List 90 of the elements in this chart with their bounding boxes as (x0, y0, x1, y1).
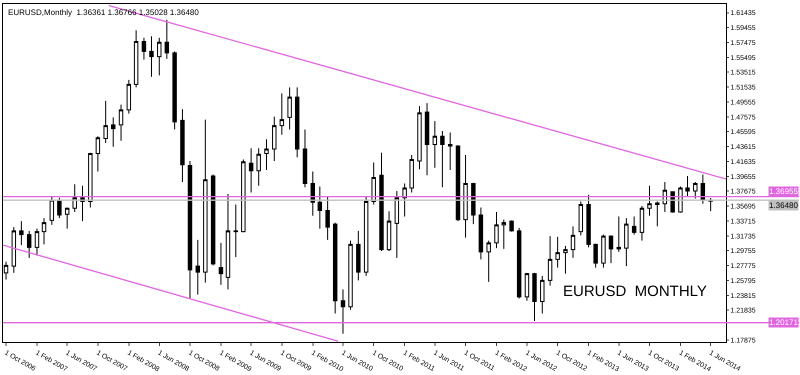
candlestick (272, 116, 277, 162)
candlestick (555, 236, 560, 268)
candlestick (332, 222, 338, 314)
candlestick (188, 160, 192, 299)
candlestick (616, 216, 622, 252)
candlestick (12, 226, 16, 274)
candlestick (196, 239, 200, 296)
candlestick (700, 174, 706, 204)
candlestick (640, 206, 644, 242)
candlestick (226, 194, 230, 290)
candlestick (548, 236, 552, 286)
candlestick (34, 228, 40, 256)
candlestick (478, 207, 484, 260)
candlestick (280, 92, 284, 136)
candlestick (302, 128, 308, 188)
candlestick (294, 86, 300, 158)
candlestick (509, 220, 514, 232)
candlestick (463, 154, 468, 238)
candlestick (486, 240, 491, 282)
candlestick (50, 196, 54, 226)
candlestick (134, 30, 138, 88)
candlestick (241, 158, 246, 233)
candlestick (402, 183, 407, 218)
candlestick (693, 182, 698, 200)
candlestick (348, 240, 353, 310)
candlestick (364, 196, 368, 276)
annotation: EURUSD MONTHLY (563, 283, 707, 300)
candlestick (647, 185, 652, 216)
candlestick (593, 243, 598, 268)
candlestick (111, 116, 116, 148)
candlestick (356, 230, 361, 281)
candlestick (142, 37, 146, 60)
ref-line-label: 1.36955 (769, 187, 798, 196)
candlestick (394, 190, 400, 258)
candlestick (371, 162, 376, 206)
ref-line-label: 1.20171 (769, 318, 798, 327)
candlestick (570, 226, 576, 258)
candlestick (42, 218, 46, 245)
candlestick (379, 152, 384, 252)
candlestick (624, 218, 629, 267)
candlestick (685, 176, 690, 197)
candlestick (88, 152, 93, 208)
candlestick (218, 242, 224, 286)
candlestick (578, 201, 584, 236)
candlestick (64, 207, 70, 230)
candlestick (318, 186, 322, 230)
candlestick (287, 86, 292, 130)
candlestick (126, 79, 132, 114)
candlestick (180, 108, 185, 183)
candlestick (118, 104, 124, 142)
candlestick (57, 197, 62, 219)
candlestick (172, 50, 177, 130)
candlestick (601, 234, 606, 268)
candlestick (608, 234, 614, 264)
candlestick (424, 102, 430, 176)
candlestick (103, 100, 108, 144)
candlestick (409, 154, 414, 194)
candlestick (632, 216, 636, 236)
candlestick (96, 136, 100, 172)
candlestick (19, 220, 24, 246)
candlestick (563, 245, 568, 274)
candlestick (26, 230, 32, 258)
candlestick (149, 36, 154, 78)
text: EURUSD,Monthly 1.36361 1.36766 1.35028 1.36480 (8, 8, 200, 17)
candlestick (494, 212, 499, 249)
candlestick (325, 196, 330, 240)
candlestick (440, 130, 445, 188)
candlestick (502, 219, 506, 250)
candlestick (448, 132, 452, 170)
candlestick (386, 210, 392, 252)
candlestick (471, 182, 476, 225)
candlestick (210, 174, 216, 266)
candlestick (256, 148, 261, 186)
candlestick (157, 37, 162, 76)
candlestick (417, 106, 422, 170)
candlestick (264, 138, 269, 170)
candlestick (655, 201, 660, 227)
candlestick (586, 194, 591, 248)
candlestick (164, 19, 170, 60)
candlestick (340, 288, 346, 334)
candlestick (234, 204, 238, 258)
ref-line-label: 1.36480 (769, 201, 798, 210)
candlestick (524, 272, 530, 302)
candlestick (72, 184, 77, 213)
candlestick (432, 120, 438, 168)
candlestick (532, 272, 537, 322)
candlestick (248, 148, 254, 194)
candlestick (540, 275, 545, 314)
candlestick (516, 227, 522, 299)
candlestick (203, 119, 208, 284)
